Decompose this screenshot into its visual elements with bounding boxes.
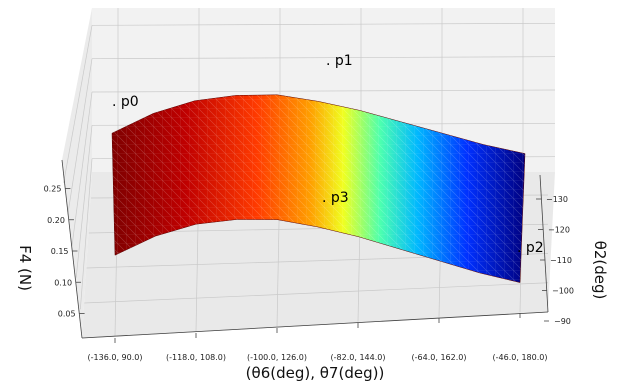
- z-ticks: 0.05 0.10 0.15 0.20 0.25: [44, 185, 85, 319]
- z-tick-label: 0.05: [58, 310, 76, 319]
- point-label: . p2: [517, 240, 544, 256]
- z-tick-label: 0.20: [47, 216, 65, 225]
- wall-grid-line: [67, 58, 93, 215]
- x-tick-label: (-136.0, 90.0): [88, 353, 143, 362]
- wall-grid-line: [91, 56, 556, 60]
- x-tick-label: (-46.0, 180.0): [493, 353, 548, 362]
- wall-grid-line: [91, 89, 556, 93]
- wall-grid-line: [91, 22, 556, 26]
- z-tick-label: 0.10: [54, 278, 72, 287]
- wall-grid-line: [75, 125, 93, 278]
- z-tick-label: 0.25: [44, 185, 62, 194]
- y-ticks: −90 −100 −110 −120 −130: [536, 195, 574, 326]
- point-label: . p1: [326, 53, 353, 69]
- z-axis-line: [61, 159, 83, 339]
- wall-grid-line: [71, 91, 93, 247]
- point-label: . p3: [322, 190, 349, 206]
- x-axis-line: [81, 311, 549, 339]
- surface-mesh: [112, 94, 525, 283]
- z-tick-label: 0.15: [51, 247, 69, 256]
- wall-grid-line: [63, 25, 93, 183]
- y-axis-line: [539, 174, 549, 313]
- wall-grid-line: [79, 158, 93, 310]
- y-tick-label: −110: [550, 256, 572, 265]
- y-tick-label: −100: [552, 287, 574, 296]
- x-tick-label: (-82.0, 144.0): [331, 353, 386, 362]
- x-tick-label: (-64.0, 162.0): [412, 353, 467, 362]
- x-tick-label: (-100.0, 126.0): [247, 353, 307, 362]
- z-axis-label: F4 (N): [16, 245, 34, 291]
- annotations: . p0 . p1 . p2 . p3: [112, 53, 544, 256]
- x-axis-label: (θ6(deg), θ7(deg)): [246, 364, 385, 382]
- point-label: . p0: [112, 94, 139, 110]
- y-tick-label: −120: [548, 226, 570, 235]
- y-tick-label: −130: [546, 195, 568, 204]
- floor-grid-line: [84, 282, 549, 304]
- y-axis-label: θ2(deg): [591, 241, 609, 300]
- x-tick-label: (-118.0, 108.0): [166, 353, 226, 362]
- y-tick-label: −90: [554, 317, 571, 326]
- x-ticks: (-136.0, 90.0) (-118.0, 108.0) (-100.0, 12…: [88, 313, 548, 362]
